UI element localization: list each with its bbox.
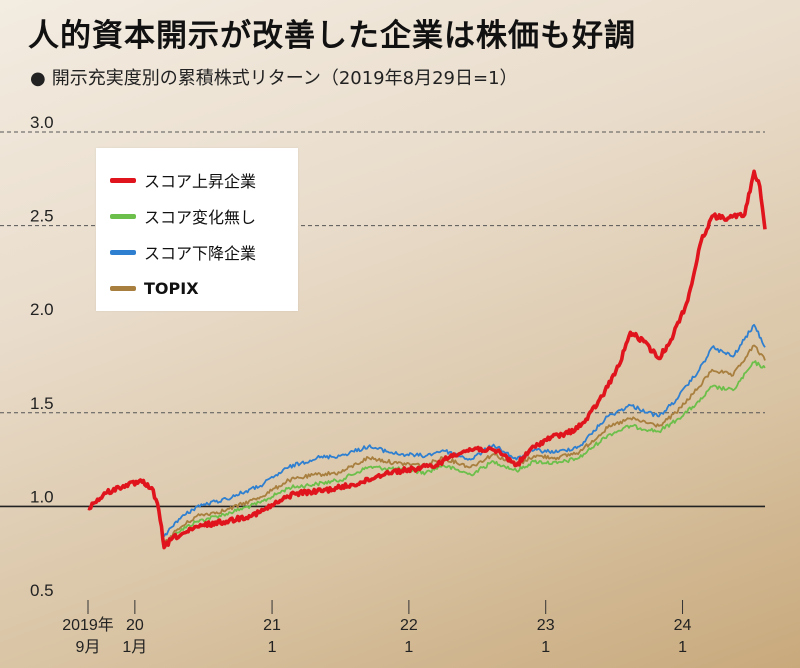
x-tick-month: 1 (678, 639, 687, 656)
legend-label: スコア上昇企業 (144, 172, 257, 191)
subtitle-text: 開示充実度別の累積株式リターン（2019年8月29日=1） (51, 68, 518, 89)
x-tick-month: 1 (404, 639, 413, 656)
y-tick-label: 1.5 (30, 394, 54, 413)
x-tick-month: 1 (541, 639, 550, 656)
chart-subtitle: ● 開示充実度別の累積株式リターン（2019年8月29日=1） (30, 64, 518, 90)
legend-label: スコア下降企業 (144, 244, 257, 263)
series-line-score-up (87, 169, 767, 550)
legend-label: スコア変化無し (144, 208, 257, 227)
x-tick-year: 22 (400, 617, 418, 634)
x-tick-month: 1 (268, 639, 277, 656)
legend-swatch (110, 249, 136, 255)
series-line-score-flat (163, 360, 766, 545)
legend-item-score-down: スコア下降企業 (110, 240, 256, 264)
bullet-icon: ● (30, 68, 46, 89)
y-tick-label: 2.5 (30, 207, 54, 226)
x-tick-month: 1月 (122, 639, 147, 656)
y-tick-label: 0.5 (30, 581, 54, 600)
x-tick-year: 21 (263, 617, 281, 634)
legend-item-score-up: スコア上昇企業 (110, 168, 256, 192)
y-tick-label: 2.0 (30, 300, 54, 319)
y-tick-label: 1.0 (30, 487, 54, 506)
chart-title: 人的資本開示が改善した企業は株価も好調 (28, 18, 636, 54)
legend-swatch (110, 177, 136, 183)
series-lines (87, 169, 767, 550)
legend-swatch (110, 213, 136, 219)
x-tick-year: 2019年 (62, 616, 114, 634)
series-line-score-down (163, 323, 766, 537)
legend-item-topix: TOPIX (110, 276, 199, 300)
legend: スコア上昇企業 スコア変化無し スコア下降企業 TOPIX (96, 148, 298, 311)
series-line-topix (163, 344, 766, 545)
x-tick-year: 20 (126, 617, 144, 634)
legend-swatch (110, 285, 136, 291)
y-tick-label: 3.0 (30, 113, 54, 132)
legend-item-score-flat: スコア変化無し (110, 204, 256, 228)
x-axis-ticks: 2019年 9月 20 1月 21 1 22 1 23 1 24 1 (62, 600, 692, 656)
y-axis-ticks: 0.5 1.0 1.5 2.0 2.5 3.0 (30, 113, 54, 600)
legend-label: TOPIX (144, 278, 199, 298)
x-tick-year: 24 (674, 617, 692, 634)
x-tick-year: 23 (537, 617, 555, 634)
x-tick-month: 9月 (76, 639, 101, 656)
